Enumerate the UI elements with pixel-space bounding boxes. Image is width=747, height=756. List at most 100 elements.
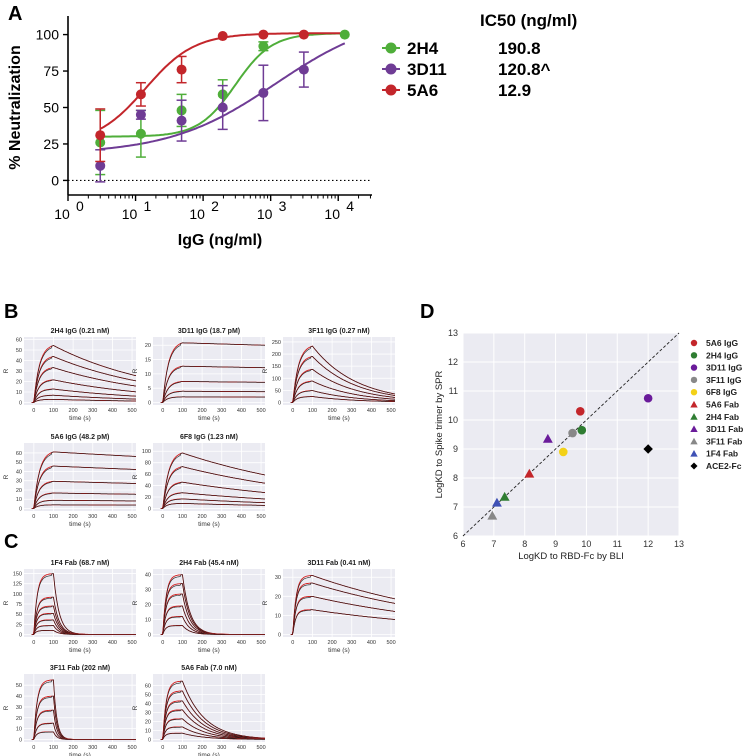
sensorgram-x-tick: 0 <box>32 408 35 414</box>
a-point-3D11 <box>298 64 309 75</box>
sensorgram-plot: 5A6 Fab (7.0 nM) 0 10 20 30 40 50 60 0 100 200 300 4… <box>132 665 266 756</box>
sensorgram-y-tick: 20 <box>16 716 22 722</box>
sensorgram-x-tick: 300 <box>88 514 97 520</box>
sensorgram-fit-curve <box>160 466 266 509</box>
sensorgram-fit-curve <box>31 345 137 403</box>
d-legend-marker <box>690 389 698 396</box>
d-legend-label: 2H4 Fab <box>706 412 739 422</box>
d-legend-label: 3D11 Fab <box>706 424 743 434</box>
sensorgram-x-tick: 200 <box>328 640 337 646</box>
sensorgram-title: 1F4 Fab (68.7 nM) <box>51 560 110 567</box>
a-x-tick-exponent: 3 <box>279 198 287 214</box>
sensorgram-y-tick: 30 <box>16 369 22 375</box>
sensorgram-y-tick: 30 <box>145 710 151 716</box>
sensorgram-y-label: R <box>3 474 10 479</box>
sensorgram-panel-bg <box>24 674 136 742</box>
d-legend-label: 5A6 IgG <box>706 338 739 348</box>
d-y-tick: 10 <box>448 415 458 425</box>
sensorgram-y-tick: 25 <box>16 622 22 628</box>
d-legend-label: 6F8 IgG <box>706 387 738 397</box>
sensorgram-fit-curve <box>31 500 136 509</box>
sensorgram-x-tick: 100 <box>178 408 187 414</box>
sensorgram-x-tick: 300 <box>347 640 356 646</box>
sensorgram-x-tick: 100 <box>49 514 58 520</box>
sensorgram-fit-curve <box>31 492 136 509</box>
a-point-2H4 <box>339 29 350 40</box>
sensorgram-y-tick: 125 <box>13 582 22 588</box>
sensorgram-y-tick: 40 <box>16 359 22 365</box>
d-point-3d11-igg <box>643 393 653 403</box>
sensorgram-title: 3D11 IgG (18.7 pM) <box>178 328 240 335</box>
sensorgram-fit-curve <box>290 390 396 403</box>
sensorgram-y-tick: 20 <box>16 379 22 385</box>
sensorgram-y-tick: 60 <box>145 472 151 478</box>
sensorgram-y-tick: 0 <box>19 737 22 743</box>
sensorgram-y-tick: 200 <box>272 352 281 358</box>
sensorgram-fit-curve <box>160 365 265 403</box>
d-point-1f4-fab <box>491 497 502 507</box>
sensorgram-x-label: time (s) <box>69 521 91 528</box>
sensorgram-fit-curve <box>160 625 265 635</box>
sensorgram-y-tick: 0 <box>148 632 151 638</box>
a-x-tick-exponent: 4 <box>346 198 354 214</box>
sensorgram-title: 3D11 Fab (0.41 nM) <box>307 560 370 567</box>
sensorgram-x-tick: 0 <box>161 408 164 414</box>
sensorgram-fit-curve <box>31 367 137 403</box>
sensorgram-fit-curve <box>31 388 137 403</box>
sensorgram-y-tick: 75 <box>16 602 22 608</box>
sensorgram-x-label: time (s) <box>328 415 350 422</box>
sensorgram-fit-curve <box>290 345 396 403</box>
panel-letter-a: A <box>8 3 22 25</box>
d-x-tick: 6 <box>460 539 465 549</box>
sensorgram-y-tick: 100 <box>142 449 151 455</box>
d-identity-line <box>462 332 680 537</box>
d-legend-label: ACE2-Fc <box>706 461 742 471</box>
sensorgram-x-label: time (s) <box>198 521 220 528</box>
sensorgram-y-tick: 20 <box>145 719 151 725</box>
sensorgram-y-tick: 100 <box>13 592 22 598</box>
sensorgram-y-tick: 80 <box>145 461 151 467</box>
sensorgram-y-tick: 10 <box>16 390 22 396</box>
sensorgram-x-label: time (s) <box>328 647 350 654</box>
sensorgram-fit-curve <box>31 379 136 403</box>
a-point-3D11 <box>95 160 106 171</box>
sensorgram-y-tick: 50 <box>145 693 151 699</box>
sensorgram-title: 6F8 IgG (1.23 nM) <box>180 434 238 441</box>
a-x-tick-label: 10 <box>324 206 340 222</box>
sensorgram-x-tick: 0 <box>161 745 164 751</box>
a-point-3D11 <box>217 102 228 113</box>
sensorgram-x-label: time (s) <box>198 752 220 756</box>
a-legend-name: 2H4 <box>407 39 439 58</box>
sensorgram-plot: 6F8 IgG (1.23 nM) 0 20 40 60 80 100 0 100 200 300 4… <box>132 434 266 528</box>
sensorgram-y-tick: 30 <box>16 705 22 711</box>
sensorgram-fit-curve <box>160 718 265 740</box>
d-point-6f8-igg <box>558 447 568 457</box>
sensorgram-y-tick: 40 <box>145 484 151 490</box>
sensorgram-fit-curve <box>160 396 265 403</box>
sensorgram-fit-curve <box>160 342 266 403</box>
a-legend-ic50: 120.8^ <box>498 60 551 79</box>
sensorgram-fit-curve <box>290 609 396 635</box>
sensorgram-x-tick: 400 <box>108 514 117 520</box>
sensorgram-y-tick: 30 <box>16 479 22 485</box>
sensorgram-y-tick: 20 <box>145 602 151 608</box>
sensorgram-y-tick: 10 <box>16 497 22 503</box>
sensorgram-panel-bg <box>24 443 136 511</box>
sensorgram-fit-curve <box>31 504 136 509</box>
sensorgram-x-tick: 400 <box>237 745 246 751</box>
sensorgram-y-label: R <box>132 368 139 373</box>
sensorgram-y-tick: 40 <box>145 702 151 708</box>
sensorgram-x-tick: 200 <box>198 514 207 520</box>
d-legend-marker <box>690 364 698 371</box>
sensorgram-y-tick: 10 <box>145 617 151 623</box>
sensorgram-x-label: time (s) <box>198 415 220 422</box>
sensorgram-fit-curve <box>160 452 266 509</box>
a-y-tick-label: 75 <box>43 63 59 79</box>
d-point-3f11-igg <box>568 428 577 438</box>
sensorgram-y-tick: 30 <box>275 575 281 581</box>
